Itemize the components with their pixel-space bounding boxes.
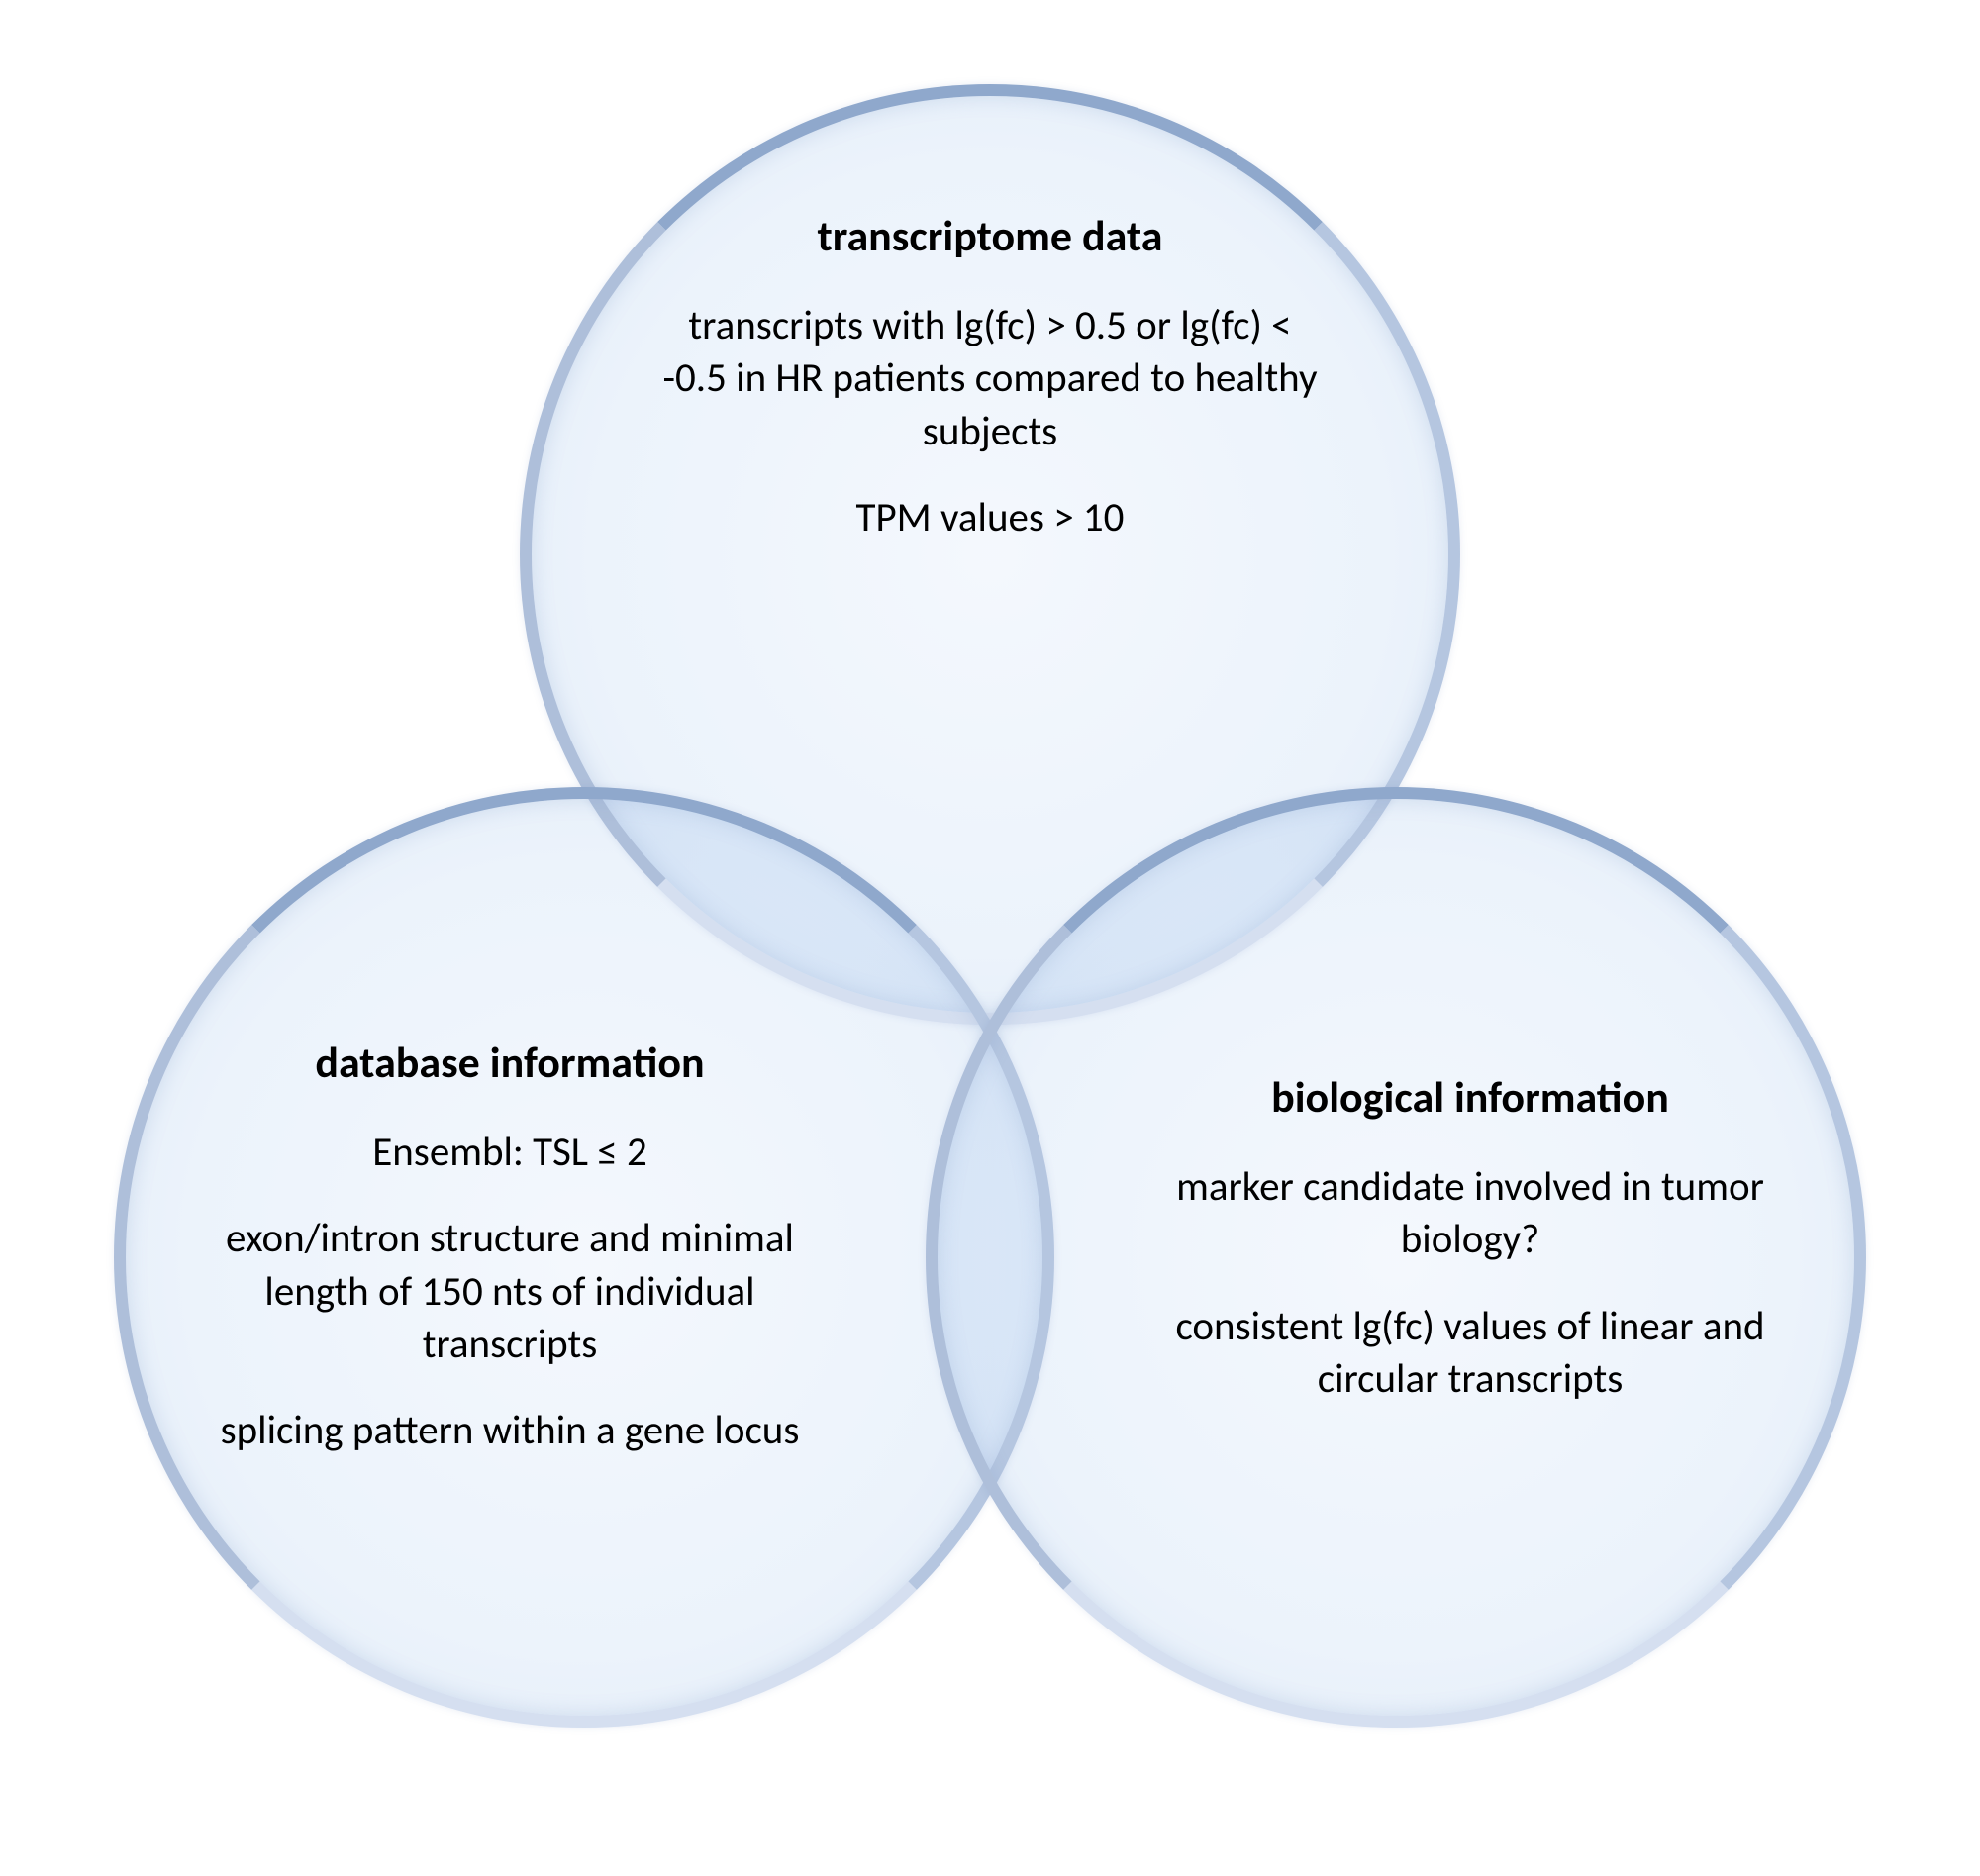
region-top-line-0: transcripts with lg(fc) > 0.5 or lg(fc) … <box>653 300 1327 458</box>
region-left-line-0: Ensembl: TSL ≤ 2 <box>203 1127 817 1179</box>
region-right-title: biological information <box>1158 1069 1782 1126</box>
region-left: database information Ensembl: TSL ≤ 2 ex… <box>203 1035 817 1492</box>
region-right: biological information marker candidate … <box>1158 1069 1782 1439</box>
region-right-line-1: consistent lg(fc) values of linear and c… <box>1158 1301 1782 1407</box>
region-left-line-1: exon/intron structure and minimal length… <box>203 1213 817 1371</box>
region-left-title: database information <box>203 1035 817 1091</box>
venn-diagram: transcriptome data transcripts with lg(f… <box>0 0 1980 1876</box>
region-left-line-2: splicing pattern within a gene locus <box>203 1405 817 1457</box>
region-top-line-1: TPM values > 10 <box>653 492 1327 544</box>
region-right-line-0: marker candidate involved in tumor biolo… <box>1158 1161 1782 1267</box>
region-top-title: transcriptome data <box>653 208 1327 264</box>
region-top: transcriptome data transcripts with lg(f… <box>653 208 1327 578</box>
